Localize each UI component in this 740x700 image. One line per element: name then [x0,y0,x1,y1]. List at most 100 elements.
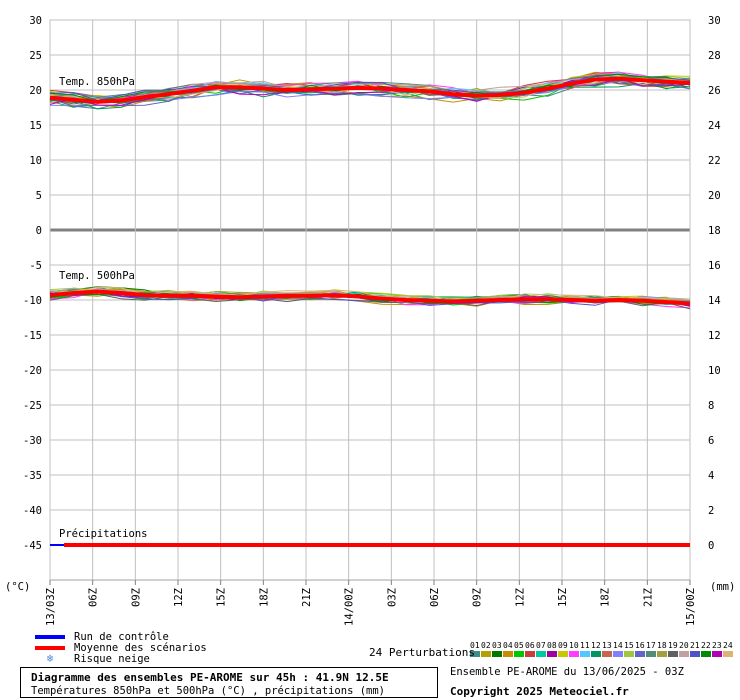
mean-line [49,289,691,306]
perturbation-number: 15 [624,641,634,650]
y-tick-right: 18 [708,225,721,237]
panel-label: Précipitations [59,528,148,540]
perturbation-swatch [536,651,546,657]
perturbation-number: 05 [514,641,524,650]
x-tick-label: 15/00Z [685,588,697,626]
perturbation-number: 14 [613,641,623,650]
perturbation-swatch [503,651,513,657]
y-unit-left: (°C) [5,581,30,593]
y-tick-left: -45 [23,540,42,552]
perturbation-swatch [679,651,689,657]
perturbation-number: 13 [602,641,612,650]
perturbation-swatch [723,651,733,657]
footer-subtitle: Températures 850hPa et 500hPa (°C) , pré… [31,685,386,697]
y-tick-left: 10 [29,155,42,167]
x-tick-label: 18Z [258,588,270,607]
perturbation-swatch [624,651,634,657]
y-tick-left: 30 [29,15,42,27]
y-tick-left: -30 [23,435,42,447]
perturbations-label: 24 Perturbations [369,646,475,659]
perturbation-swatch [657,651,667,657]
perturbation-swatch [613,651,623,657]
perturbation-number: 12 [591,641,601,650]
perturbation-number: 23 [712,641,722,650]
perturbation-swatch [492,651,502,657]
perturbation-number: 18 [657,641,667,650]
legend-mean: Moyenne des scénarios [35,641,207,654]
y-tick-left: 25 [29,50,42,62]
perturbation-swatch [602,651,612,657]
y-tick-left: 20 [29,85,42,97]
x-tick-label: 15Z [557,588,569,607]
y-tick-right: 6 [708,435,714,447]
x-tick-label: 14/00Z [344,588,356,626]
perturbation-number: 04 [503,641,513,650]
member-line [49,73,691,101]
perturbation-number: 11 [580,641,590,650]
perturbation-number: 09 [558,641,568,650]
perturbation-swatch [668,651,678,657]
y-tick-right: 28 [708,50,721,62]
perturbation-swatch [646,651,656,657]
perturbation-swatch [712,651,722,657]
perturbation-swatch [635,651,645,657]
legend-snow: ❄ Risque neige [35,652,150,665]
perturbation-number: 20 [679,641,689,650]
y-tick-left: -40 [23,505,42,517]
y-tick-left: -25 [23,400,42,412]
y-tick-left: 5 [36,190,42,202]
y-tick-right: 10 [708,365,721,377]
x-tick-label: 12Z [173,588,185,607]
y-tick-left: 15 [29,120,42,132]
x-tick-label: 03Z [386,588,398,607]
copyright: Copyright 2025 Meteociel.fr [450,685,629,698]
mean-line [49,76,691,104]
legend-mean-label: Moyenne des scénarios [74,641,207,654]
y-tick-left: -35 [23,470,42,482]
x-tick-label: 13/03Z [45,588,57,626]
perturbation-number: 07 [536,641,546,650]
x-tick-label: 06Z [88,588,100,607]
legend-control-swatch [35,634,65,639]
perturbation-swatch [569,651,579,657]
x-tick-label: 21Z [301,588,313,607]
perturbation-number: 22 [701,641,711,650]
x-tick-label: 18Z [600,588,612,607]
y-tick-left: 0 [36,225,42,237]
y-tick-right: 4 [708,470,714,482]
y-tick-right: 0 [708,540,714,552]
y-tick-right: 26 [708,85,721,97]
perturbation-swatch [481,651,491,657]
y-tick-right: 8 [708,400,714,412]
perturbation-number: 03 [492,641,502,650]
perturbation-swatch [690,651,700,657]
perturbation-number: 24 [723,641,733,650]
y-tick-right: 24 [708,120,721,132]
footer-title: Diagramme des ensembles PE-AROME sur 45h… [31,671,389,684]
perturbation-number: 06 [525,641,535,650]
perturbation-swatch [547,651,557,657]
perturbation-swatch [558,651,568,657]
member-line [49,286,691,301]
perturbation-swatch [591,651,601,657]
snowflake-icon: ❄ [46,652,54,665]
y-tick-left: -20 [23,365,42,377]
y-tick-right: 30 [708,15,721,27]
y-tick-right: 20 [708,190,721,202]
panel-label: Temp. 500hPa [59,270,135,282]
perturbation-number: 10 [569,641,579,650]
perturbation-swatch [580,651,590,657]
run-info: Ensemble PE-AROME du 13/06/2025 - 03Z [450,666,684,678]
perturbation-swatch [701,651,711,657]
perturbation-number: 17 [646,641,656,650]
perturbation-number: 21 [690,641,700,650]
y-tick-left: -5 [29,260,42,272]
footer-title-box: Diagramme des ensembles PE-AROME sur 45h… [20,667,438,698]
perturbation-swatch [470,651,480,657]
perturbation-swatch [525,651,535,657]
perturbation-number: 02 [481,641,491,650]
legend-control-label: Run de contrôle [74,630,169,643]
perturbation-number: 16 [635,641,645,650]
y-tick-right: 22 [708,155,721,167]
